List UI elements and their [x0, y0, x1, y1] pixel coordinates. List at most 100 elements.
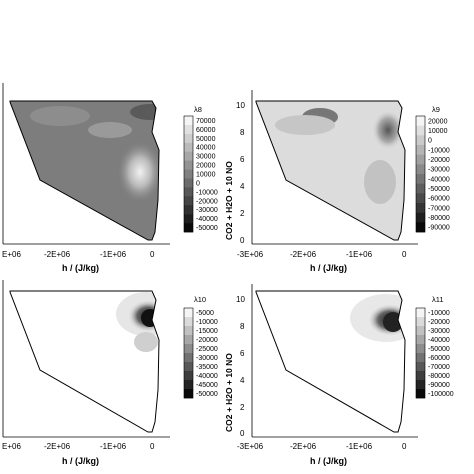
colorbar-tick: -40000	[196, 216, 218, 223]
colorbar-tick: -50000	[196, 225, 218, 232]
x-tick: E+06	[2, 250, 21, 259]
colorbar-swatch	[184, 205, 193, 215]
x-tick: -1E+06	[100, 442, 127, 451]
colorbar-lambda9: 20000 10000 0 -10000 -20000 -30000 -40000 -5000…	[415, 115, 450, 233]
colorbar-swatch	[416, 380, 425, 390]
colorbar-swatch	[184, 326, 193, 336]
colorbar-swatch	[184, 133, 193, 144]
panel-lambda9-yticks: 10 8 6 4 2 0	[236, 101, 245, 245]
x-axis-label: h / (J/kg)	[62, 456, 99, 466]
colorbar-tick: -45000	[196, 382, 218, 389]
y-tick: 8	[240, 322, 245, 331]
x-tick: -1E+06	[100, 250, 127, 259]
y-tick: 0	[240, 429, 245, 438]
colorbar-tick: -100000	[428, 391, 454, 398]
colorbar-swatch	[184, 124, 193, 135]
colorbar-tick: -60000	[428, 196, 450, 203]
colorbar-tick: 0	[428, 138, 432, 145]
colorbar-label: λ11	[432, 295, 444, 304]
colorbar-swatch	[184, 151, 193, 161]
colorbar-tick: -5000	[196, 310, 214, 317]
colorbar-tick: 20000	[428, 118, 448, 125]
panel-lambda11: 10 8 6 4 2 0 CO2 + H2O + 10 NO -3E+06 -2…	[224, 284, 454, 466]
colorbar-swatch	[416, 308, 425, 318]
colorbar-swatch	[184, 308, 193, 318]
colorbar-frame	[183, 307, 194, 399]
colorbar-swatch	[184, 160, 193, 170]
colorbar-tick: -20000	[428, 157, 450, 164]
colorbar-tick: -80000	[428, 373, 450, 380]
colorbar-lambda11: -10000 -20000 -30000 -40000 -50000 -60000 -700…	[415, 307, 454, 399]
colorbar-tick: -40000	[428, 337, 450, 344]
x-tick: -3E+06	[237, 442, 264, 451]
colorbar-tick: -30000	[428, 328, 450, 335]
colorbar-tick: -90000	[428, 382, 450, 389]
colorbar-tick: -50000	[428, 346, 450, 353]
x-tick: -2E+06	[44, 250, 71, 259]
colorbar-tick: -30000	[196, 207, 218, 214]
colorbar-swatch	[416, 344, 425, 354]
colorbar-tick: -30000	[428, 167, 450, 174]
colorbar-swatch	[416, 326, 425, 336]
colorbar-tick: -80000	[428, 215, 450, 222]
x-axis-label: h / (J/kg)	[62, 263, 99, 273]
x-tick: E+06	[2, 442, 21, 451]
y-axis-label: CO2 + H2O + 10 NO	[224, 353, 234, 432]
x-tick: -3E+06	[237, 250, 264, 259]
x-tick: 0	[402, 250, 407, 259]
colorbar-swatch	[416, 125, 425, 136]
colorbar-frame	[415, 115, 426, 233]
colorbar-swatch	[184, 380, 193, 390]
colorbar-swatch	[416, 145, 425, 155]
colorbar-swatch	[184, 362, 193, 372]
colorbar-tick: -90000	[428, 225, 450, 232]
x-tick: 0	[402, 442, 407, 451]
colorbar-swatch	[184, 169, 193, 179]
colorbar-tick: -60000	[428, 355, 450, 362]
colorbar-tick: -10000	[196, 319, 218, 326]
y-tick: 2	[240, 403, 245, 412]
colorbar-swatch	[416, 317, 425, 327]
y-tick: 4	[240, 376, 245, 385]
colorbar-tick: -35000	[196, 364, 218, 371]
colorbar-swatch	[416, 371, 425, 381]
colorbar-swatch	[416, 389, 425, 399]
colorbar-swatch	[416, 164, 425, 175]
colorbar-swatch	[416, 183, 425, 194]
colorbar-tick: 20000	[196, 163, 216, 170]
y-tick: 6	[240, 155, 245, 164]
colorbar-swatch	[184, 187, 193, 197]
colorbar-tick: 70000	[196, 118, 216, 125]
colorbar-tick: -70000	[428, 364, 450, 371]
colorbar-swatch	[184, 223, 193, 233]
x-tick: -2E+06	[290, 442, 317, 451]
y-tick: 8	[240, 128, 245, 137]
y-tick: 6	[240, 349, 245, 358]
y-tick: 2	[240, 209, 245, 218]
colorbar-tick: -10000	[428, 310, 450, 317]
colorbar-lambda10: -5000 -10000 -15000 -20000 -25000 -30000 -3500…	[183, 307, 218, 399]
y-tick: 10	[236, 295, 245, 304]
colorbar-swatch	[184, 116, 193, 126]
colorbar-swatch	[184, 214, 193, 224]
panel-lambda8: E+06 -2E+06 -1E+06 0 h / (J/kg) λ8 70000…	[2, 83, 218, 273]
colorbar-swatch	[416, 174, 425, 184]
colorbar-swatch	[184, 178, 193, 188]
colorbar-tick: 0	[196, 180, 200, 187]
colorbar-swatch	[184, 335, 193, 345]
colorbar-tick: 60000	[196, 127, 216, 134]
x-tick: -2E+06	[290, 250, 317, 259]
colorbar-label: λ8	[194, 105, 202, 114]
y-tick: 4	[240, 182, 245, 191]
panel-lambda11-xticks: -3E+06 -2E+06 -1E+06 0	[237, 442, 407, 451]
x-tick: 0	[150, 250, 155, 259]
colorbar-tick: -20000	[196, 337, 218, 344]
colorbar-swatch	[184, 142, 193, 152]
colorbar-tick: -10000	[196, 189, 218, 196]
colorbar-swatch	[184, 344, 193, 354]
colorbar-tick: -20000	[196, 198, 218, 205]
x-tick: -1E+06	[346, 250, 373, 259]
colorbar-tick: 30000	[196, 154, 216, 161]
colorbar-swatch	[416, 154, 425, 165]
